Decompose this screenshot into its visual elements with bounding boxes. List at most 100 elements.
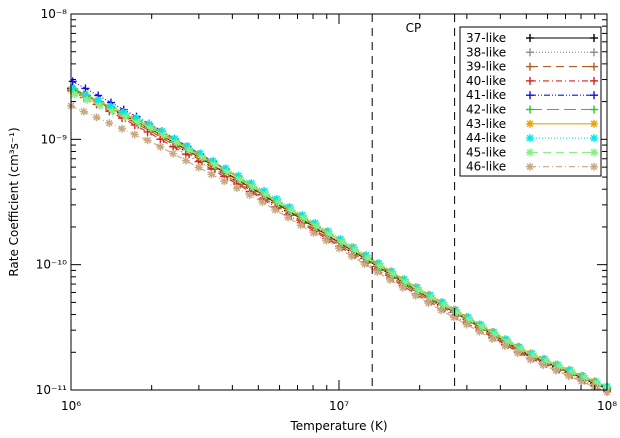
asterisk-marker [590,148,598,157]
plus-marker [143,127,152,136]
marker-stroke [453,308,461,316]
marker-stroke [578,378,585,385]
marker-stroke [80,108,88,115]
asterisk-marker [325,230,334,239]
plus-marker [156,135,165,144]
asterisk-marker [309,228,318,237]
legend-entry: 43-like [466,117,598,131]
plus-marker [526,91,534,100]
marker-stroke [526,163,534,171]
asterisk-marker [210,160,219,169]
asterisk-marker [181,156,190,165]
marker-stroke [466,316,474,324]
asterisk-marker [347,252,356,261]
plus-marker [526,105,534,114]
marker-stroke [208,170,215,178]
legend-entry: 39-like [466,60,598,74]
marker-stroke [271,206,279,214]
asterisk-marker [207,170,216,179]
asterisk-marker [70,90,79,99]
legend-label: 37-like [466,31,506,45]
asterisk-marker [526,134,534,143]
marker-stroke [479,323,487,331]
asterisk-marker [462,320,471,329]
marker-stroke [527,356,534,364]
legend-label: 40-like [466,74,506,88]
marker-stroke [182,157,190,164]
marker-stroke [233,184,241,192]
marker-stroke [488,335,496,343]
tick-layer: 10⁶ 10⁷ 10⁸ 10⁻¹¹ 10⁻¹⁰ 10⁻⁹ 10⁻⁸ [36,7,617,413]
asterisk-marker [389,270,398,279]
marker-stroke [299,211,306,219]
marker-stroke [83,96,91,104]
asterisk-marker [386,275,395,284]
marker-stroke [122,113,129,121]
asterisk-marker [92,113,101,122]
asterisk-marker [261,190,270,199]
asterisk-marker [539,361,548,370]
marker-stroke [284,214,292,221]
asterisk-marker [258,198,267,207]
marker-stroke [145,120,153,128]
asterisk-marker [105,119,114,128]
marker-stroke [107,103,115,110]
marker-stroke [144,136,151,144]
marker-stroke [259,198,266,206]
asterisk-marker [414,286,423,295]
marker-stroke [275,199,282,206]
legend-entry: 45-like [466,145,598,159]
asterisk-marker [146,124,155,133]
asterisk-marker [312,222,321,231]
marker-stroke [249,183,257,191]
marker-stroke [428,294,436,302]
marker-stroke [388,267,396,275]
marker-stroke [590,163,598,171]
plus-marker [590,105,598,114]
marker-stroke [324,227,332,235]
asterisk-marker [338,238,347,247]
asterisk-marker [185,146,194,155]
marker-stroke [246,191,254,199]
asterisk-marker [79,107,88,116]
asterisk-marker [172,138,181,147]
marker-stroke [361,260,368,268]
marker-stroke [501,342,509,350]
series-layer [67,77,611,397]
asterisk-marker [363,254,372,263]
asterisk-marker [564,371,573,380]
y-tick-label: 10⁻⁸ [41,7,68,21]
plus-marker [169,142,178,151]
asterisk-marker [577,377,586,386]
asterisk-marker [526,119,534,128]
marker-stroke [338,238,346,246]
asterisk-marker [223,168,232,177]
legend-label: 38-like [466,45,506,59]
x-axis-title: Temperature (K) [289,419,387,433]
asterisk-marker [526,355,535,364]
asterisk-marker [156,142,165,151]
marker-stroke [322,237,330,245]
marker-stroke [350,243,357,251]
marker-stroke [300,215,308,222]
asterisk-marker [542,357,551,366]
asterisk-marker [108,107,117,116]
marker-stroke [273,195,281,203]
marker-stroke [220,177,228,185]
marker-stroke [169,150,177,158]
marker-stroke [539,361,547,369]
y-tick-label: 10⁻¹¹ [36,383,67,397]
marker-stroke [399,284,407,292]
asterisk-marker [232,184,241,193]
marker-stroke [147,124,155,132]
marker-stroke [552,367,560,374]
asterisk-marker [134,118,143,127]
marker-stroke [390,270,397,278]
marker-stroke [196,150,204,157]
plus-marker [526,62,534,71]
marker-stroke [198,154,206,161]
marker-stroke [70,90,78,98]
legend: 37-like38-like39-like40-like41-like42-li… [459,26,602,177]
asterisk-marker [411,291,420,300]
